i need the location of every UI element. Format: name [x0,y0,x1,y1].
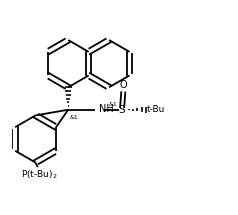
Text: &1: &1 [69,115,78,120]
Text: &1: &1 [108,102,117,107]
Text: t-Bu: t-Bu [147,105,165,114]
Text: NH: NH [99,104,113,114]
Text: S: S [119,105,125,115]
Text: O: O [119,80,127,89]
Text: P(t-Bu)$_2$: P(t-Bu)$_2$ [21,168,57,181]
